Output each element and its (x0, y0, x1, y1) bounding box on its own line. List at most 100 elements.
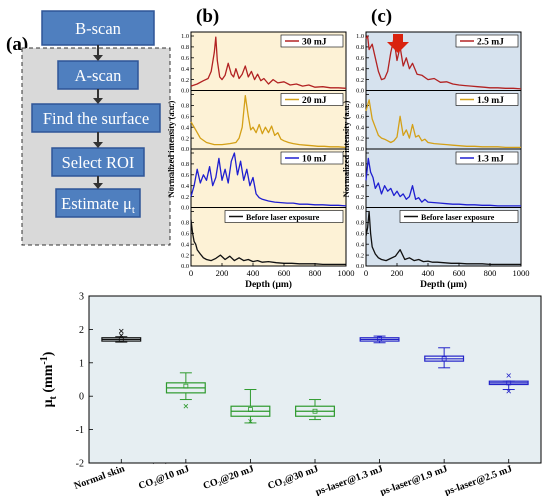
panel-b: 0.0 0.2 0.4 0.6 0.8 1.0 30 mJ 0.0 0.2 0.4 0.6 0.8 20… (166, 31, 355, 290)
y-tick-label: 0.2 (181, 77, 189, 84)
y-tick-label: 0.6 (181, 55, 189, 62)
legend-label: 2.5 mJ (477, 38, 504, 48)
y-tick-label: 0.2 (356, 77, 364, 84)
box-outlier (183, 403, 189, 409)
y-tick-label: 1 (79, 358, 84, 369)
box-mean (118, 337, 124, 342)
legend-box (399, 210, 519, 223)
y-tick-label: 0.8 (181, 161, 189, 168)
flowchart-arrow-head (93, 98, 103, 104)
flowchart-step-5: Estimate μt (61, 194, 135, 216)
y-tick-label: 0.6 (181, 172, 189, 179)
y-tick-label: 1.0 (356, 33, 364, 40)
box-4 (295, 399, 335, 421)
flowchart-step-3: Find the surface (43, 109, 149, 128)
legend-label: Before laser exposure (246, 213, 320, 222)
box-outlier (506, 373, 511, 378)
y-tick-label: 0.2 (181, 252, 189, 259)
y-tick-label: -2 (76, 459, 84, 470)
y-tick-label: 0.8 (181, 103, 189, 110)
flowchart-box-1 (41, 10, 155, 46)
legend-box (224, 210, 344, 223)
y-tick-label: 0.0 (356, 146, 364, 153)
x-tick-label-7: ps-laser@2.5 mJ (443, 463, 513, 496)
x-tick-label-6: ps-laser@1.9 mJ (379, 463, 449, 496)
y-tick-label: 0.2 (181, 135, 189, 142)
y-tick-label: 0.6 (356, 172, 364, 179)
legend-box (455, 151, 519, 165)
boxplot-background (88, 295, 542, 464)
series-line-2 (190, 94, 347, 149)
x-tick-label-5: ps-laser@1.3 mJ (314, 463, 384, 496)
y-tick-label: 0 (79, 392, 84, 403)
box-1 (101, 328, 142, 343)
legend-label: Before laser exposure (421, 213, 495, 222)
legend-box (455, 34, 519, 48)
flowchart-step-1: B-scan (75, 19, 121, 38)
subplot-frame (190, 207, 347, 267)
x-tick-label: 200 (216, 268, 229, 278)
x-tick-label: 0 (189, 268, 193, 278)
box-2 (165, 372, 206, 409)
y-tick-label: 0.4 (356, 66, 365, 73)
legend-box (280, 151, 344, 165)
box-outlier (119, 333, 124, 338)
x-tick-label: 200 (391, 268, 404, 278)
y-tick-label: 0.2 (356, 252, 364, 259)
y-tick-label: 0.8 (356, 161, 364, 168)
y-tick-label: 0.8 (181, 220, 189, 227)
y-tick-label: 0.4 (356, 183, 365, 190)
y-tick-label: 0.4 (181, 66, 190, 73)
legend-label: 1.3 mJ (477, 155, 504, 165)
y-tick-label: 0.2 (181, 194, 189, 201)
legend-box (280, 93, 344, 106)
legend-box (280, 34, 344, 48)
y-axis-label: Normalized intensity (a.u.) (166, 100, 176, 197)
flowchart-step-4: Select ROI (62, 153, 135, 172)
legend-label: 20 mJ (302, 96, 327, 106)
y-tick-label: 0.6 (356, 231, 364, 238)
y-tick-label: 0.8 (356, 103, 364, 110)
flowchart-box-2 (57, 60, 139, 90)
box-6 (424, 347, 465, 369)
y-tick-label: 0.0 (356, 263, 364, 270)
y-tick-label: 0.6 (181, 231, 189, 238)
legend-box (455, 93, 519, 106)
box-3 (230, 389, 271, 424)
y-axis-label: μt (mm-1) (39, 351, 59, 407)
box-mean (312, 408, 318, 414)
box-7 (488, 373, 529, 394)
y-tick-label: 0.0 (181, 205, 189, 212)
series-line-4 (365, 210, 521, 266)
box-mean (248, 407, 253, 412)
box-outlier (506, 388, 511, 394)
x-tick-label: 800 (309, 268, 322, 278)
y-tick-label: 0.4 (356, 124, 365, 131)
x-tick-label: 1000 (338, 268, 355, 278)
box-outlier (119, 328, 124, 334)
y-tick-label: 0.8 (356, 220, 364, 227)
series-line-3 (190, 152, 347, 207)
x-tick-label-4: CO₂@30 mJ (266, 463, 320, 492)
y-tick-label: 0.0 (181, 88, 189, 95)
box-5 (359, 335, 400, 344)
legend-label: 1.9 mJ (477, 96, 504, 106)
x-tick-label: 600 (453, 268, 466, 278)
panel-label-b: (b) (196, 6, 219, 27)
y-tick-label: 0.6 (356, 114, 364, 121)
x-axis-label: Depth (μm) (245, 279, 292, 290)
y-tick-label: 0.4 (356, 241, 365, 248)
y-tick-label: 3 (79, 292, 84, 303)
x-tick-label: 600 (278, 268, 291, 278)
y-tick-label: 0.0 (356, 205, 364, 212)
y-tick-label: 0.0 (356, 88, 364, 95)
y-tick-label: 0.6 (356, 55, 364, 62)
x-tick-label: 400 (422, 268, 435, 278)
flowchart-step-2: A-scan (75, 66, 122, 85)
flowchart-box-5 (55, 188, 141, 218)
series-line-1 (365, 35, 522, 90)
flowchart-arrow-head (93, 183, 103, 189)
legend-label: 10 mJ (302, 155, 327, 165)
